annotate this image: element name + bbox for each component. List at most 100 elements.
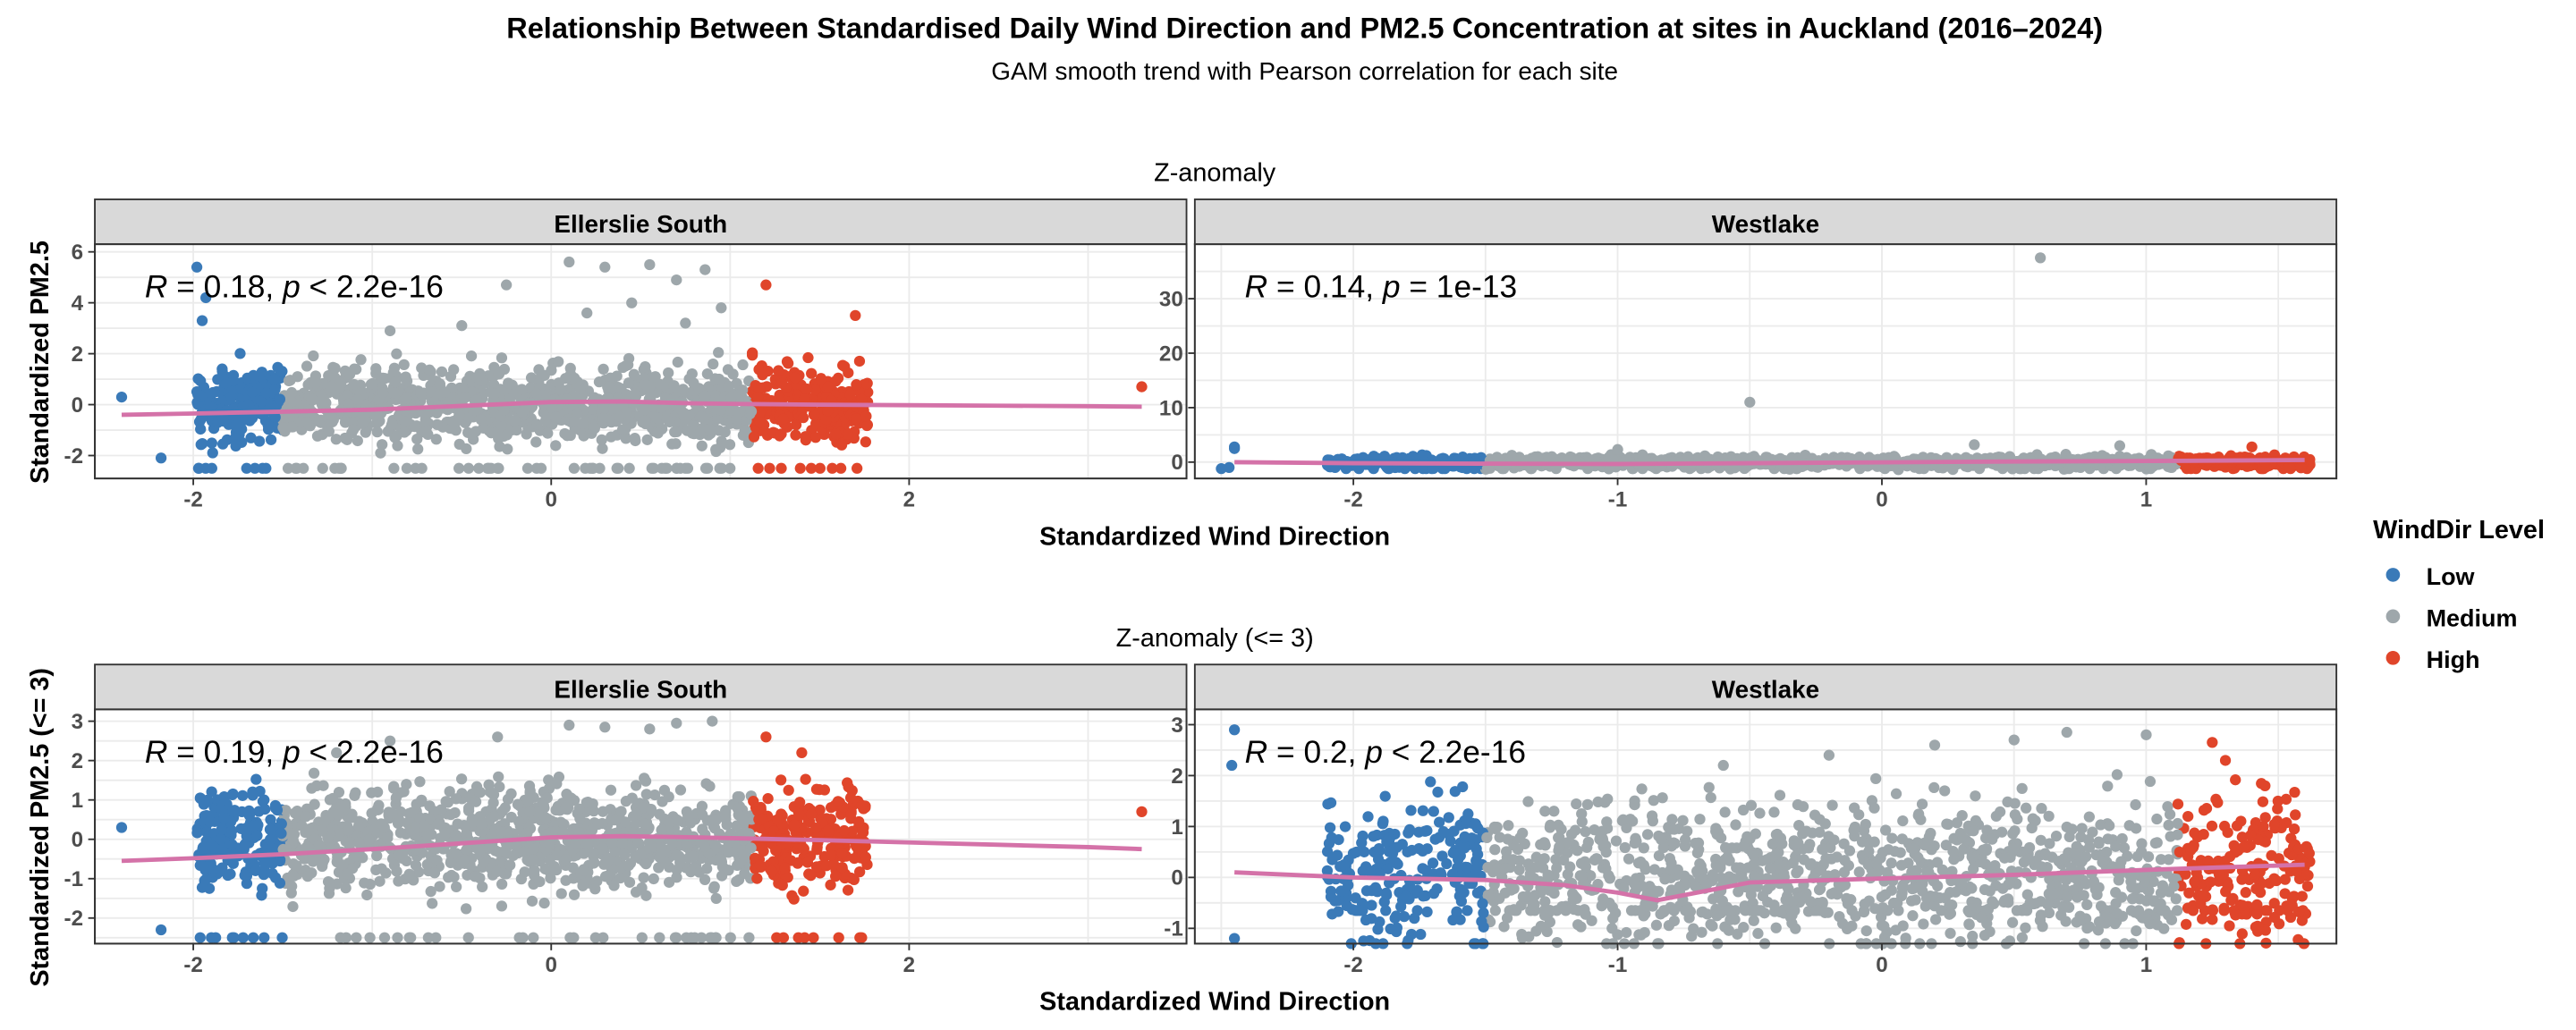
data-point xyxy=(830,871,842,882)
data-point xyxy=(754,407,766,418)
r-value-rest: = 0.18, xyxy=(167,270,283,305)
p-symbol: p xyxy=(282,270,301,305)
data-point xyxy=(598,402,611,414)
data-point xyxy=(1885,884,1897,896)
r-value-rest: = 0.19, xyxy=(167,735,283,770)
data-point xyxy=(655,378,666,391)
data-point xyxy=(496,900,508,912)
data-point xyxy=(776,880,788,891)
data-point xyxy=(425,885,436,898)
data-point xyxy=(496,878,508,891)
p-symbol: p xyxy=(1382,270,1401,305)
data-point xyxy=(1416,449,1428,460)
data-point xyxy=(809,432,821,443)
data-point xyxy=(597,363,609,376)
data-point xyxy=(317,462,328,474)
data-point xyxy=(488,388,501,400)
data-point xyxy=(323,888,335,899)
data-point xyxy=(196,315,208,326)
data-point xyxy=(760,279,772,291)
data-point xyxy=(115,822,128,833)
data-point xyxy=(1551,936,1563,949)
panel-border xyxy=(94,243,1188,480)
data-point xyxy=(649,371,661,383)
data-point xyxy=(432,818,445,831)
x-tick-label: -2 xyxy=(183,953,202,977)
data-point xyxy=(597,412,609,425)
data-point xyxy=(275,818,287,830)
data-point xyxy=(589,883,601,895)
data-point xyxy=(713,425,724,436)
data-point xyxy=(386,418,398,430)
data-point xyxy=(269,411,281,423)
data-point xyxy=(630,817,642,830)
data-point xyxy=(666,837,678,849)
data-point xyxy=(195,375,207,387)
data-point xyxy=(492,462,504,474)
data-point xyxy=(330,434,342,445)
data-point xyxy=(560,874,572,886)
data-point xyxy=(588,857,599,869)
data-point xyxy=(419,415,432,427)
data-point xyxy=(777,413,789,425)
data-point xyxy=(751,392,764,403)
data-point xyxy=(634,848,647,860)
data-point xyxy=(835,462,847,474)
data-point xyxy=(1870,772,1882,785)
data-point xyxy=(708,358,719,370)
r-value-text: R xyxy=(145,270,168,305)
data-point xyxy=(528,854,539,865)
data-point xyxy=(378,932,391,943)
data-point xyxy=(355,354,367,366)
data-point xyxy=(1434,816,1445,828)
data-point xyxy=(377,387,389,399)
y-tick-label: 2 xyxy=(72,342,83,367)
data-point xyxy=(656,401,668,413)
data-point xyxy=(430,434,442,445)
facet-strip-label: Ellerslie South xyxy=(554,675,727,703)
data-point xyxy=(1744,396,1756,408)
data-point xyxy=(382,832,394,844)
data-point xyxy=(530,388,543,400)
data-point xyxy=(505,811,517,823)
data-point xyxy=(561,789,572,800)
data-point xyxy=(695,425,707,436)
data-point xyxy=(384,325,396,337)
data-point xyxy=(533,364,545,376)
data-point xyxy=(801,383,813,395)
data-point xyxy=(206,437,217,449)
data-point xyxy=(696,809,708,821)
y-tick-label: 0 xyxy=(72,393,83,418)
data-point xyxy=(561,430,573,442)
data-point xyxy=(370,363,382,375)
data-point xyxy=(287,900,299,913)
data-point xyxy=(422,428,434,441)
data-point xyxy=(578,848,589,859)
data-point xyxy=(1571,798,1582,810)
data-point xyxy=(1853,866,1865,878)
data-point xyxy=(851,413,862,425)
data-point xyxy=(301,417,313,428)
data-point xyxy=(503,377,514,389)
data-point xyxy=(771,932,783,943)
data-point xyxy=(431,418,443,431)
data-point xyxy=(669,932,682,943)
data-point xyxy=(822,381,835,393)
data-point xyxy=(424,364,436,376)
data-point xyxy=(363,833,375,846)
data-point xyxy=(401,779,412,790)
x-tick-label: 2 xyxy=(903,488,915,512)
data-point xyxy=(416,462,428,474)
data-point xyxy=(521,462,534,474)
data-point xyxy=(460,903,472,915)
data-point xyxy=(836,848,848,859)
y-tick-label: 0 xyxy=(1171,451,1182,475)
data-point xyxy=(477,881,488,892)
data-point xyxy=(524,806,536,817)
data-point xyxy=(762,793,774,805)
data-point xyxy=(1491,452,1503,463)
data-point xyxy=(631,808,642,820)
data-point xyxy=(1945,927,1956,940)
data-point xyxy=(377,439,388,451)
